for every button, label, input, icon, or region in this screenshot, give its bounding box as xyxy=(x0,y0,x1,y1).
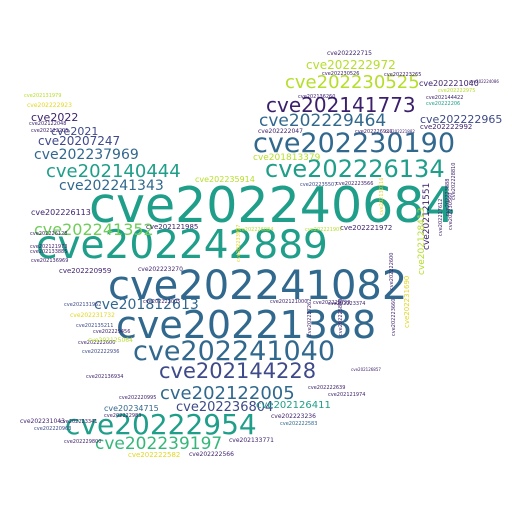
word-cve202221882: cve202221882 xyxy=(385,129,415,134)
word-cve202144422: cve202144422 xyxy=(426,95,464,101)
word-cve202141773: cve202141773 xyxy=(266,93,416,117)
word-cve202222923: cve202222923 xyxy=(27,102,72,109)
word-cve202222936: cve202222936 xyxy=(82,349,120,355)
word-cve202126857: cve202126857 xyxy=(351,367,381,372)
word-cve202221040: cve202221040 xyxy=(419,79,479,88)
word-cve202222600b: cve202222600 xyxy=(389,252,395,290)
word-cve202229456: cve202229456 xyxy=(93,329,131,335)
word-cve202223374: cve202223374 xyxy=(328,301,366,307)
word-cve202230525: cve202230525 xyxy=(285,72,420,93)
word-cve20234715: cve20234715 xyxy=(104,404,159,413)
word-cve202241040: cve202241040 xyxy=(133,336,336,367)
word-cve202237969: cve202237969 xyxy=(34,147,139,163)
word-cve202235914: cve202235914 xyxy=(195,175,255,184)
word-cve202222639: cve202222639 xyxy=(308,385,346,391)
word-cve202228810: cve202228810 xyxy=(451,162,457,200)
word-cve202223265: cve202223265 xyxy=(384,72,422,78)
word-cve202240684: cve202240684 xyxy=(89,177,456,234)
word-cve202222715: cve202222715 xyxy=(327,50,372,57)
word-cve202233977: cve202233977 xyxy=(236,224,242,262)
word-cve20222954: cve20222954 xyxy=(65,408,257,441)
word-cve202230190: cve202230190 xyxy=(253,128,456,159)
word-cve202223566: cve202223566 xyxy=(336,181,374,187)
word-cve202241082: cve202241082 xyxy=(108,263,408,309)
word-cve202226128: cve202226128 xyxy=(30,231,68,237)
word-cve202226923: cve202226923 xyxy=(355,129,393,135)
word-cve202221972: cve202221972 xyxy=(340,224,393,232)
word-cve20221388: cve20221388 xyxy=(116,303,377,347)
word-cve202222972: cve202222972 xyxy=(306,58,396,72)
word-cve202236804: cve202236804 xyxy=(176,400,274,415)
word-cve202131979: cve202131979 xyxy=(24,93,62,99)
word-cve20207247: cve20207247 xyxy=(38,134,121,148)
word-cve202226113: cve202226113 xyxy=(31,208,91,217)
word-cve202220959: cve202220959 xyxy=(59,267,112,275)
word-cve202226134: cve202226134 xyxy=(265,155,445,183)
word-cve202136260: cve202136260 xyxy=(298,94,336,100)
word-cve202222975: cve202222975 xyxy=(438,88,476,94)
word-cve202222005: cve202222005 xyxy=(143,299,181,305)
word-cve202122205: cve202122205 xyxy=(31,128,69,134)
word-cve202222983: cve202222983 xyxy=(104,413,142,419)
word-cve202220963: cve202220963 xyxy=(34,426,72,432)
word-cve202222992: cve202222992 xyxy=(420,123,473,131)
word-cve202125064: cve202125064 xyxy=(88,337,133,344)
word-cve202229799: cve202229799 xyxy=(313,300,351,306)
word-cve202221907: cve202221907 xyxy=(305,227,343,233)
word-cve2021: cve2021 xyxy=(51,125,99,138)
word-cve202128413: cve202128413 xyxy=(417,207,427,275)
word-cve202224086: cve202224086 xyxy=(469,79,499,84)
word-cve201812613: cve201812613 xyxy=(94,297,199,313)
word-cve202131962: cve202131962 xyxy=(64,302,102,308)
word-cve202241343: cve202241343 xyxy=(59,178,164,194)
word-cve2022: cve2022 xyxy=(31,111,79,124)
word-cve202229464: cve202229464 xyxy=(259,111,387,131)
word-cve202122005: cve202122005 xyxy=(160,383,295,404)
word-cve202223660: cve202223660 xyxy=(391,298,397,336)
word-cve202135211: cve202135211 xyxy=(76,323,114,329)
word-cve202217612: cve202217612 xyxy=(438,198,444,236)
word-cve202226084: cve202226084 xyxy=(236,227,274,233)
word-cve202230526: cve202230526 xyxy=(322,71,360,77)
word-cve201813379: cve201813379 xyxy=(253,153,321,163)
word-cve202136934: cve202136934 xyxy=(86,374,124,380)
word-cve202222566: cve202222566 xyxy=(189,451,234,458)
word-cve202222047: cve202222047 xyxy=(258,128,303,135)
word-cve202223270: cve202223270 xyxy=(138,266,183,273)
word-cve202229800: cve202229800 xyxy=(64,439,102,445)
word-cve202121974: cve202121974 xyxy=(328,392,366,398)
word-cve202231043: cve202231043 xyxy=(20,418,65,425)
word-cve202225869: cve202225869 xyxy=(338,298,344,336)
word-cve202235507: cve202235507 xyxy=(300,182,338,188)
word-cve202133771: cve202133771 xyxy=(229,437,274,444)
word-cve202133885: cve202133885 xyxy=(30,249,68,255)
word-cve202122048: cve202122048 xyxy=(29,121,67,127)
word-cve202130116: cve202130116 xyxy=(379,177,385,215)
word-cve202222600: cve202222600 xyxy=(78,340,116,346)
word-cve202136969: cve202136969 xyxy=(31,258,69,264)
word-cve202144228: cve202144228 xyxy=(159,359,317,383)
word-cve202121973: cve202121973 xyxy=(30,244,68,250)
word-cve202231690: cve202231690 xyxy=(403,275,411,328)
word-cve202126411: cve202126411 xyxy=(256,400,331,411)
word-cve202227262: cve202227262 xyxy=(307,298,313,336)
word-cve202222965: cve202222965 xyxy=(420,113,503,126)
word-cve202222583: cve202222583 xyxy=(280,421,318,427)
word-cve202121985: cve202121985 xyxy=(146,223,199,231)
word-cve202231732: cve202231732 xyxy=(70,312,115,319)
word-cve202242889: cve202242889 xyxy=(36,223,328,268)
word-cve202223236: cve202223236 xyxy=(271,413,316,420)
word-cve202223341: cve202223341 xyxy=(60,419,98,425)
word-cve202140444: cve202140444 xyxy=(46,161,181,182)
word-cve202241352: cve202241352 xyxy=(34,220,154,239)
word-cve202121000: cve202121000 xyxy=(270,299,308,305)
word-cve20222206: cve20222206 xyxy=(426,101,461,107)
word-cve202222582: cve202222582 xyxy=(128,451,181,459)
word-cve202239197: cve202239197 xyxy=(95,434,223,454)
word-cve202220995: cve202220995 xyxy=(119,395,157,401)
